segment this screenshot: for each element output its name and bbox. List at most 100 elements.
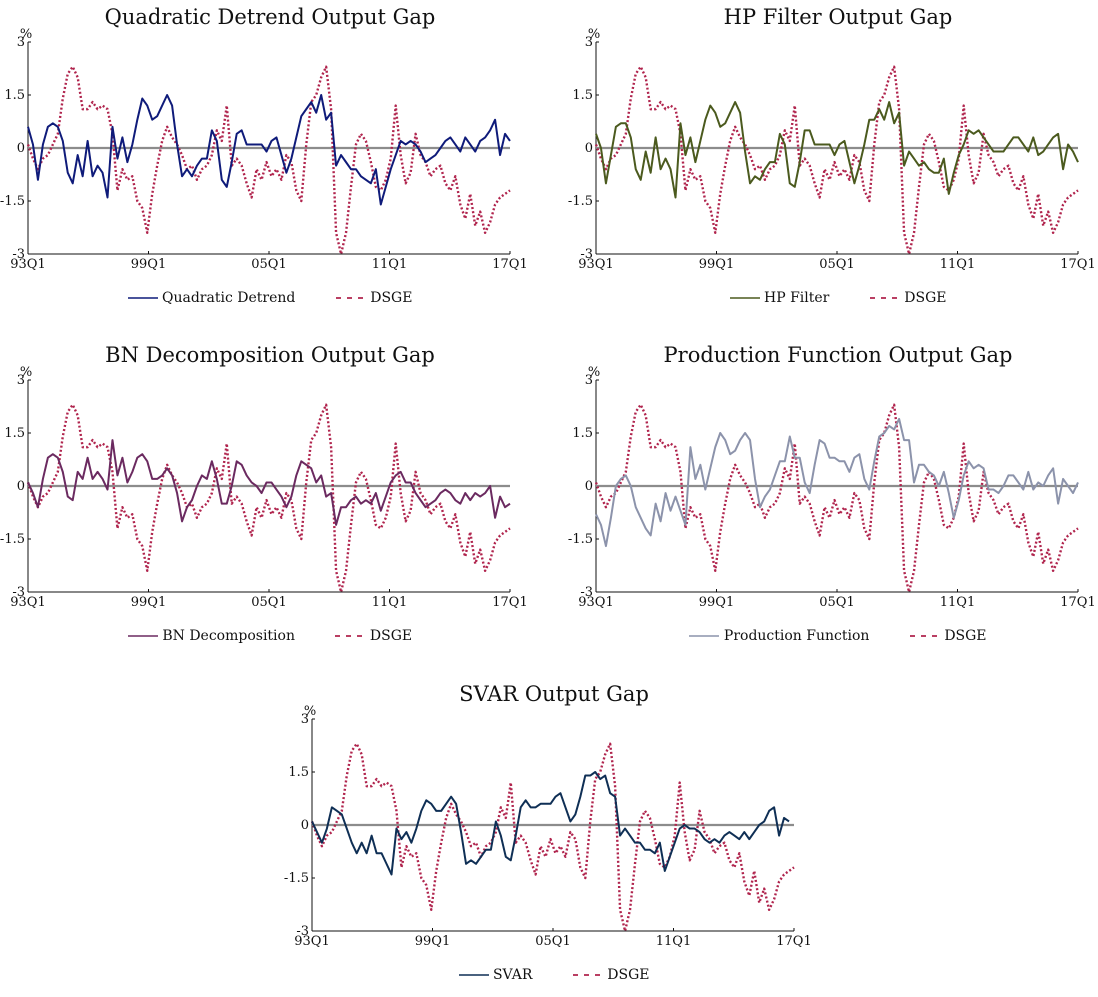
x-tick-label: 11Q1 bbox=[940, 257, 975, 272]
legend-label: BN Decomposition bbox=[162, 628, 295, 644]
series-line-estimate bbox=[311, 771, 790, 876]
y-tick-label: 3 bbox=[585, 35, 593, 50]
y-tick-label: 1.5 bbox=[572, 88, 593, 103]
y-tick-label: 0 bbox=[585, 479, 593, 494]
plot-area: -3 -1.5 0 1.5 3% 93Q1 99Q1 05Q1 11Q1 17Q1 bbox=[0, 27, 528, 272]
y-tick-label: 3 bbox=[585, 373, 593, 388]
x-tick-label: 99Q1 bbox=[699, 257, 734, 272]
plot-area: -3 -1.5 0 1.5 3% 93Q1 99Q1 05Q1 11Q1 17Q1 bbox=[568, 27, 1096, 272]
legend-swatch-dashed bbox=[335, 297, 366, 299]
chart-legend: BN Decomposition DSGE bbox=[10, 628, 530, 644]
y-tick-label: 1.5 bbox=[4, 426, 25, 441]
y-tick-label: -3 bbox=[12, 247, 25, 262]
series-line-dsge bbox=[310, 742, 795, 933]
y-tick-label: -3 bbox=[296, 924, 309, 939]
y-tick-label: 1.5 bbox=[288, 765, 309, 780]
y-axis-label: % bbox=[20, 365, 32, 380]
chart-title: BN Decomposition Output Gap bbox=[105, 343, 435, 367]
y-tick-label: -3 bbox=[580, 247, 593, 262]
series-line-estimate bbox=[595, 417, 1079, 548]
legend-label: DSGE bbox=[369, 628, 413, 644]
y-tick-label: 0 bbox=[301, 818, 309, 833]
chart-legend: Quadratic Detrend DSGE bbox=[10, 290, 530, 306]
legend-item: Quadratic Detrend bbox=[127, 290, 296, 306]
plot-area: -3 -1.5 0 1.5 3% 93Q1 99Q1 05Q1 11Q1 17Q1 bbox=[568, 365, 1096, 610]
y-tick-label: -3 bbox=[580, 585, 593, 600]
legend-swatch-solid bbox=[729, 297, 760, 299]
x-tick-label: 93Q1 bbox=[294, 934, 329, 949]
legend-label: DSGE bbox=[904, 290, 947, 306]
y-tick-label: 3 bbox=[301, 712, 309, 727]
y-tick-label: -1.5 bbox=[0, 532, 25, 547]
x-tick-label: 11Q1 bbox=[940, 595, 975, 610]
chart-legend: Production Function DSGE bbox=[578, 628, 1098, 644]
legend-swatch-dashed bbox=[335, 635, 366, 637]
series-line-dsge bbox=[26, 403, 511, 594]
x-tick-label: 93Q1 bbox=[10, 257, 45, 272]
legend-item: DSGE bbox=[335, 628, 412, 644]
legend-swatch-dashed bbox=[909, 635, 940, 637]
x-tick-label: 17Q1 bbox=[492, 595, 527, 610]
legend-swatch-dashed bbox=[572, 974, 603, 976]
x-tick-label: 05Q1 bbox=[535, 934, 570, 949]
legend-label: Quadratic Detrend bbox=[162, 290, 296, 306]
legend-swatch-dashed bbox=[869, 297, 900, 299]
y-tick-label: 0 bbox=[17, 141, 25, 156]
chart-title: Production Function Output Gap bbox=[663, 343, 1013, 367]
y-tick-label: 3 bbox=[17, 373, 25, 388]
x-tick-label: 99Q1 bbox=[131, 257, 166, 272]
x-tick-label: 93Q1 bbox=[578, 257, 613, 272]
chart-title: SVAR Output Gap bbox=[459, 682, 649, 706]
chart-panel-hp-filter: HP Filter Output Gap -3 -1.5 0 1.5 3% 93Q1 99Q… bbox=[568, 5, 1098, 320]
plot-area: -3 -1.5 0 1.5 3% 93Q1 99Q1 05Q1 11Q1 17Q1 bbox=[284, 704, 812, 949]
x-tick-label: 17Q1 bbox=[492, 257, 527, 272]
x-tick-label: 17Q1 bbox=[776, 934, 811, 949]
x-tick-label: 05Q1 bbox=[819, 257, 854, 272]
y-tick-label: -1.5 bbox=[284, 871, 309, 886]
y-tick-label: -3 bbox=[12, 585, 25, 600]
legend-item: DSGE bbox=[909, 628, 987, 644]
legend-swatch-solid bbox=[127, 297, 158, 299]
x-tick-label: 17Q1 bbox=[1060, 257, 1095, 272]
series-line-dsge bbox=[594, 403, 1079, 594]
y-tick-label: -1.5 bbox=[568, 194, 593, 209]
y-axis-label: % bbox=[588, 365, 600, 380]
x-tick-label: 05Q1 bbox=[819, 595, 854, 610]
y-axis-label: % bbox=[588, 27, 600, 42]
y-tick-label: 3 bbox=[17, 35, 25, 50]
x-tick-label: 17Q1 bbox=[1060, 595, 1095, 610]
chart-title: HP Filter Output Gap bbox=[723, 5, 953, 29]
chart-panel-bn-decomposition: BN Decomposition Output Gap -3 -1.5 0 1.5 3%… bbox=[0, 343, 530, 658]
legend-item: Production Function bbox=[689, 628, 869, 644]
legend-item: DSGE bbox=[572, 967, 650, 983]
chart-panel-svar: SVAR Output Gap -3 -1.5 0 1.5 3% 93Q1 99Q1 05Q1… bbox=[284, 682, 814, 997]
y-axis-label: % bbox=[20, 27, 32, 42]
legend-item: BN Decomposition bbox=[127, 628, 295, 644]
legend-swatch-solid bbox=[458, 974, 489, 976]
legend-label: DSGE bbox=[607, 967, 650, 983]
x-tick-label: 93Q1 bbox=[578, 595, 613, 610]
legend-label: Production Function bbox=[723, 628, 870, 644]
y-tick-label: 0 bbox=[17, 479, 25, 494]
x-tick-label: 11Q1 bbox=[372, 257, 407, 272]
y-axis-label: % bbox=[304, 704, 316, 719]
legend-label: SVAR bbox=[492, 967, 533, 983]
legend-item: SVAR bbox=[458, 967, 533, 983]
y-tick-label: -1.5 bbox=[568, 532, 593, 547]
legend-swatch-solid bbox=[127, 635, 158, 637]
chart-legend: HP Filter DSGE bbox=[578, 290, 1098, 306]
plot-area: -3 -1.5 0 1.5 3% 93Q1 99Q1 05Q1 11Q1 17Q1 bbox=[0, 365, 528, 610]
series-line-dsge bbox=[26, 65, 511, 256]
y-tick-label: 0 bbox=[585, 141, 593, 156]
x-tick-label: 11Q1 bbox=[656, 934, 691, 949]
x-tick-label: 99Q1 bbox=[415, 934, 450, 949]
chart-legend: SVAR DSGE bbox=[294, 967, 814, 983]
series-line-dsge bbox=[594, 65, 1079, 256]
x-tick-label: 99Q1 bbox=[131, 595, 166, 610]
series-line-estimate bbox=[595, 101, 1079, 199]
x-tick-label: 93Q1 bbox=[10, 595, 45, 610]
x-tick-label: 05Q1 bbox=[251, 257, 286, 272]
legend-label: DSGE bbox=[944, 628, 987, 644]
chart-title: Quadratic Detrend Output Gap bbox=[104, 5, 436, 29]
series-line-estimate bbox=[27, 439, 511, 526]
